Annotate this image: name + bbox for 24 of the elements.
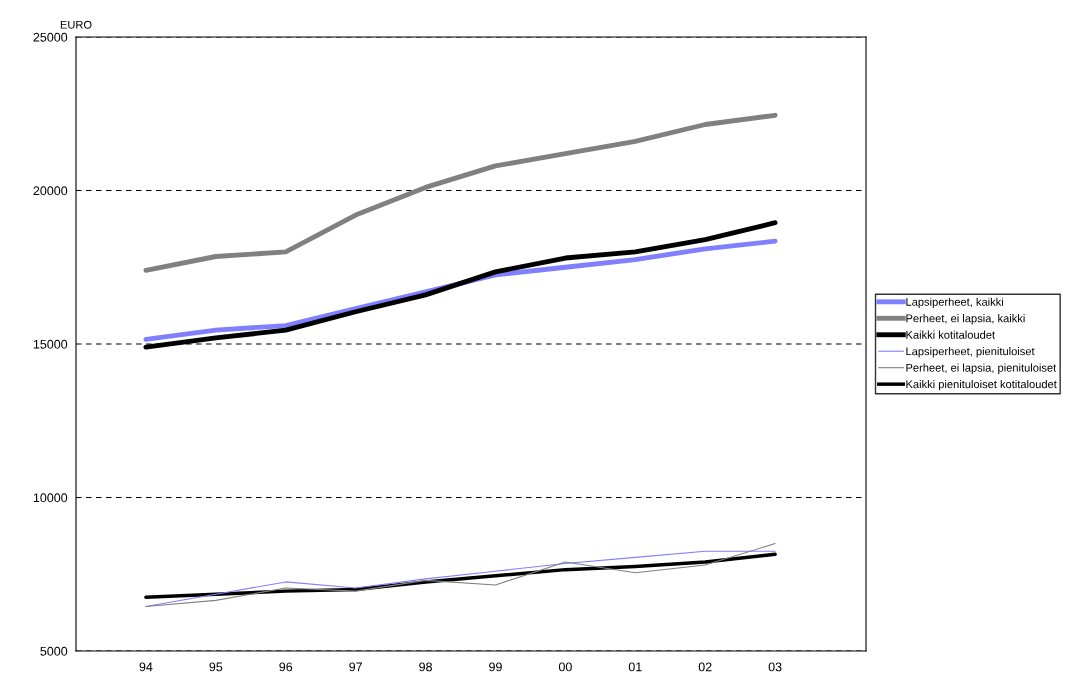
y-tick-label: 10000 xyxy=(33,493,68,503)
y-tick-label: 5000 xyxy=(40,646,68,656)
legend-label: Lapsiperheet, pienituloiset xyxy=(906,347,1035,358)
x-tick-label: 97 xyxy=(349,662,362,672)
x-tick-label: 00 xyxy=(558,662,572,672)
y-tick-label: 15000 xyxy=(33,339,68,349)
y-tick-label: 25000 xyxy=(33,32,68,42)
legend-label: Perheet, ei lapsia, pienituloiset xyxy=(906,363,1057,374)
x-tick-label: 95 xyxy=(209,662,223,672)
x-tick-label: 94 xyxy=(139,662,153,672)
line-series xyxy=(143,238,778,342)
legend-label: Kaikki pienituloiset kotitaloudet xyxy=(906,379,1057,391)
y-tick-label: 20000 xyxy=(33,186,68,196)
legend-label: Perheet, ei lapsia, kaikki xyxy=(906,314,1025,325)
line-series xyxy=(143,112,778,273)
x-tick-label: 98 xyxy=(419,662,432,672)
x-tick-label: 02 xyxy=(698,662,712,672)
legend-label: Lapsiperheet, kaikki xyxy=(906,297,1003,309)
x-tick-label: 96 xyxy=(279,662,293,672)
legend-label: Kaikki kotitaloudet xyxy=(906,330,995,339)
x-tick-label: 03 xyxy=(768,662,782,672)
x-tick-label: 99 xyxy=(489,662,502,672)
x-tick-label: 01 xyxy=(628,662,642,672)
y-axis-title: EURO xyxy=(60,20,92,29)
